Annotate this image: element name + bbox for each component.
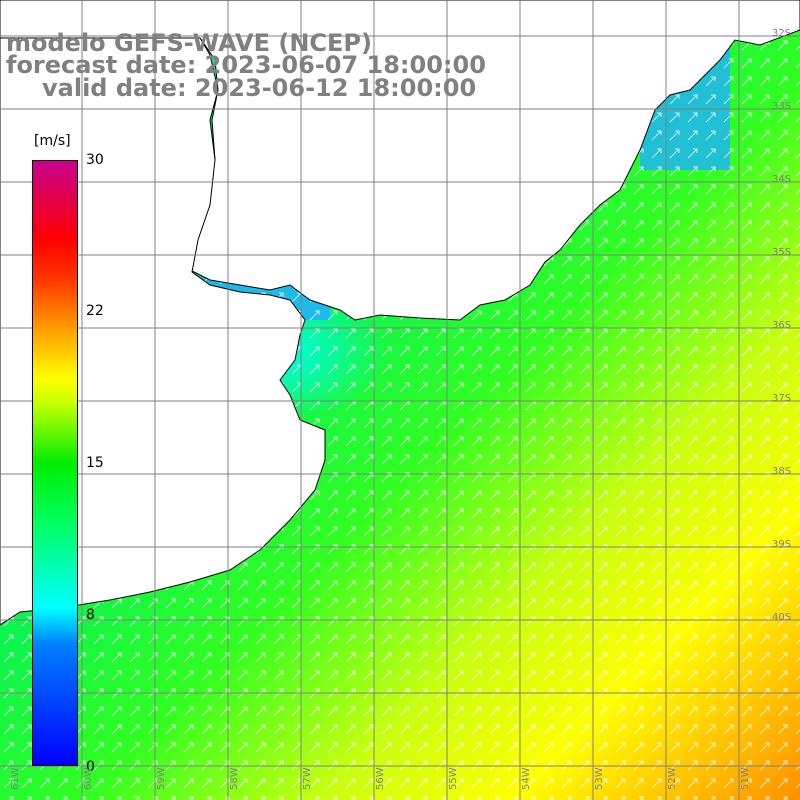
- lon-label: 51W: [740, 767, 751, 790]
- lat-label: 33S: [772, 101, 792, 112]
- lon-label: 55W: [448, 767, 459, 790]
- lon-label: 58W: [229, 767, 240, 790]
- lat-label: 32S: [772, 28, 792, 39]
- model-title: modelo GEFS-WAVE (NCEP): [6, 29, 372, 57]
- lon-label: 52W: [667, 767, 678, 790]
- lat-label: 38S: [772, 466, 792, 477]
- land-mass: [0, 0, 800, 321]
- legend-tick-15: 15: [86, 455, 104, 471]
- lon-label: 59W: [156, 767, 167, 790]
- legend-tick-22: 22: [86, 303, 104, 319]
- forecast-date: forecast date: 2023-06-07 18:00:00: [6, 51, 486, 79]
- lat-label: 36S: [772, 320, 792, 331]
- lat-label: 35S: [772, 247, 792, 258]
- legend-tick-30: 30: [86, 152, 104, 168]
- lon-label: 61W: [10, 767, 21, 790]
- lat-label: 39S: [772, 539, 792, 550]
- lon-label: 57W: [302, 767, 313, 790]
- lat-label: 34S: [772, 174, 792, 185]
- lat-label: 37S: [772, 393, 792, 404]
- legend-tick-8: 8: [86, 607, 95, 623]
- lat-label: 40S: [772, 612, 792, 623]
- legend-colorbar: [32, 160, 78, 766]
- legend-unit: [m/s]: [34, 133, 71, 149]
- lon-label: 53W: [594, 767, 605, 790]
- legend-tick-0: 0: [86, 759, 95, 775]
- lon-label: 60W: [83, 767, 94, 790]
- valid-date: valid date: 2023-06-12 18:00:00: [42, 74, 477, 102]
- lon-label: 54W: [521, 767, 532, 790]
- uruguay-argentina-coast: [0, 37, 326, 626]
- lon-label: 56W: [375, 767, 386, 790]
